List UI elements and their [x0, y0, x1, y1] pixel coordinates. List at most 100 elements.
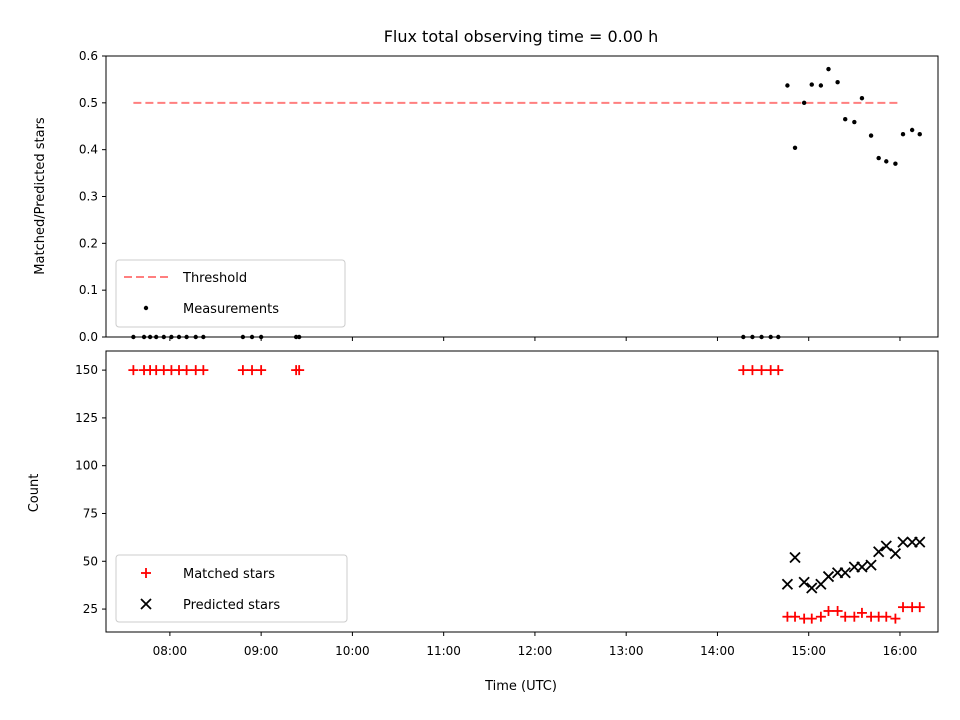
matched-star-point: [856, 607, 867, 618]
measurement-point: [792, 145, 798, 150]
legend-predicted-swatch: [140, 598, 152, 610]
predicted-star-point: [889, 547, 902, 560]
predicted-star-point: [914, 536, 926, 548]
legend-predicted-label: Predicted stars: [183, 598, 280, 613]
top-y-tick-label: 0.1: [79, 283, 98, 297]
matched-star-point: [256, 365, 267, 376]
matched-star-point: [747, 365, 758, 376]
predicted-star-point: [839, 567, 851, 579]
predicted-star-point: [822, 570, 835, 583]
x-marker-stroke: [798, 576, 810, 588]
measurement-point: [868, 133, 874, 138]
predicted-star-point: [873, 546, 885, 558]
bottom-y-tick-label: 50: [83, 554, 98, 568]
top-legend: Threshold Measurements: [115, 259, 346, 328]
matched-star-point: [181, 365, 192, 376]
matched-star-point: [840, 611, 851, 622]
top-y-tick-label: 0.4: [79, 143, 98, 157]
bottom-y-tick-label: 25: [83, 602, 98, 616]
predicted-star-point: [865, 559, 877, 571]
top-y-axis-label: Matched/Predicted stars: [33, 117, 48, 275]
measurement-point: [876, 155, 881, 161]
x-tick-label: 16:00: [883, 644, 918, 658]
top-y-tick-label: 0.3: [79, 190, 98, 204]
bottom-plot-frame: [105, 350, 939, 633]
matched-star-point: [815, 611, 826, 622]
legend-measurements-label: Measurements: [183, 302, 279, 317]
matched-star-point: [128, 365, 139, 376]
measurement-point: [893, 161, 898, 166]
matched-star-point: [773, 365, 784, 376]
matched-star-point: [881, 611, 892, 622]
x-marker-stroke: [889, 547, 902, 560]
measurement-point: [859, 95, 865, 101]
bottom-legend: Matched stars Predicted stars: [115, 554, 348, 623]
measurement-point: [852, 119, 857, 125]
x-marker-stroke: [806, 582, 818, 594]
x-tick-label: 10:00: [335, 644, 370, 658]
x-marker-stroke: [789, 551, 801, 564]
matched-star-point: [898, 602, 909, 613]
measurement-point: [801, 100, 807, 106]
matched-star-point: [756, 365, 767, 376]
legend-measurements-swatch: [143, 305, 149, 311]
x-tick-label: 12:00: [518, 644, 553, 658]
predicted-star-point: [806, 582, 818, 594]
bottom-panel: 25 50 75 100 125 150 08:00 09:00 10:00 11:00 12:00…: [27, 350, 939, 694]
x-marker-stroke: [839, 567, 851, 579]
measurement-point: [917, 132, 922, 137]
matched-star-point: [247, 365, 258, 376]
x-marker-stroke: [880, 540, 892, 552]
top-y-tick-label: 0.0: [79, 330, 98, 344]
top-legend-frame: [115, 259, 346, 328]
matched-star-point: [294, 365, 305, 376]
legend-matched-swatch: [141, 568, 151, 578]
bottom-y-tick-label: 100: [75, 459, 98, 473]
matched-star-point: [890, 613, 901, 624]
matched-star-point: [806, 613, 817, 624]
matched-star-point: [914, 602, 925, 613]
measurement-point: [900, 132, 906, 137]
matched-star-point: [738, 365, 749, 376]
predicted-star-point: [781, 578, 794, 590]
legend-matched-label: Matched stars: [183, 567, 275, 582]
predicted-star-point: [789, 551, 801, 564]
bottom-y-axis-label: Count: [27, 474, 42, 513]
matched-star-point: [823, 605, 834, 616]
x-marker-stroke: [781, 578, 794, 590]
bottom-legend-frame: [115, 554, 348, 623]
measurement-point: [818, 83, 824, 88]
measurement-point: [909, 127, 915, 133]
measurement-point: [843, 117, 848, 122]
x-marker-stroke: [914, 536, 926, 548]
predicted-star-point: [856, 561, 868, 573]
x-tick-label: 13:00: [609, 644, 644, 658]
x-tick-label: 08:00: [153, 644, 188, 658]
matched-star-point: [849, 611, 860, 622]
bottom-y-tick-label: 125: [75, 411, 98, 425]
bottom-y-tick-label: 75: [83, 506, 98, 520]
measurement-point: [884, 159, 889, 164]
matched-star-point: [832, 605, 843, 616]
x-tick-label: 09:00: [244, 644, 279, 658]
predicted-star-point: [798, 576, 810, 588]
top-panel: 0.0 0.1 0.2 0.3 0.4 0.5 0.6 Matched/Predicted …: [33, 49, 939, 344]
bottom-y-tick-label: 150: [75, 363, 98, 377]
chart-title: Flux total observing time = 0.00 h: [384, 27, 659, 46]
x-marker-stroke: [873, 546, 885, 558]
top-y-tick-label: 0.2: [79, 236, 98, 250]
measurement-point: [785, 83, 790, 88]
x-marker-stroke: [822, 570, 835, 583]
x-axis-label: Time (UTC): [484, 679, 557, 694]
x-marker-stroke: [856, 561, 868, 573]
x-marker-stroke: [865, 559, 877, 571]
measurement-point: [835, 80, 840, 85]
matched-star-point: [198, 365, 209, 376]
top-y-tick-label: 0.6: [79, 49, 98, 63]
legend-threshold-label: Threshold: [182, 271, 247, 286]
matched-star-point: [790, 611, 801, 622]
x-tick-label: 14:00: [700, 644, 735, 658]
x-tick-label: 15:00: [791, 644, 826, 658]
x-marker-stroke: [897, 536, 909, 548]
